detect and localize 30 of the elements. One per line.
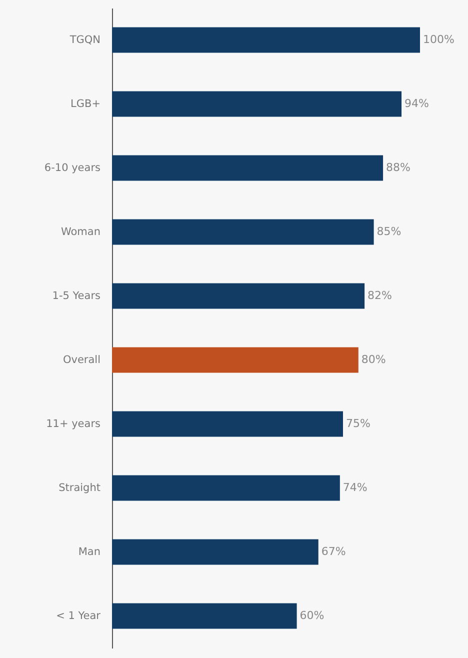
y-tick-label: 11+ years	[46, 418, 100, 430]
bar	[112, 411, 343, 437]
bar	[112, 347, 358, 373]
bar	[112, 91, 402, 117]
y-tick-label: 6-10 years	[44, 162, 100, 174]
data-label: 88%	[386, 161, 410, 174]
y-tick-label: 1-5 Years	[52, 290, 100, 302]
data-label: 85%	[376, 225, 402, 238]
data-label: 82%	[368, 289, 392, 302]
bar	[112, 603, 297, 629]
data-label: 100%	[423, 33, 454, 46]
y-tick-label: Straight	[58, 482, 100, 494]
bar	[112, 283, 365, 309]
bar	[112, 27, 420, 53]
y-tick-label: Man	[78, 546, 100, 558]
y-tick-label: LGB+	[70, 98, 100, 110]
y-tick-label: TGQN	[68, 34, 100, 46]
data-label: 75%	[346, 417, 370, 430]
bar	[112, 475, 340, 501]
y-tick-label: Overall	[62, 354, 100, 366]
data-label: 80%	[361, 353, 386, 366]
data-label: 94%	[404, 97, 429, 110]
y-tick-label: Woman	[60, 226, 100, 238]
data-label: 67%	[321, 545, 346, 558]
bar	[112, 539, 318, 565]
bar	[112, 219, 374, 245]
bar	[112, 155, 384, 181]
data-label: 60%	[300, 609, 324, 622]
y-tick-label: < 1 Year	[56, 610, 102, 622]
data-label: 74%	[342, 481, 368, 494]
